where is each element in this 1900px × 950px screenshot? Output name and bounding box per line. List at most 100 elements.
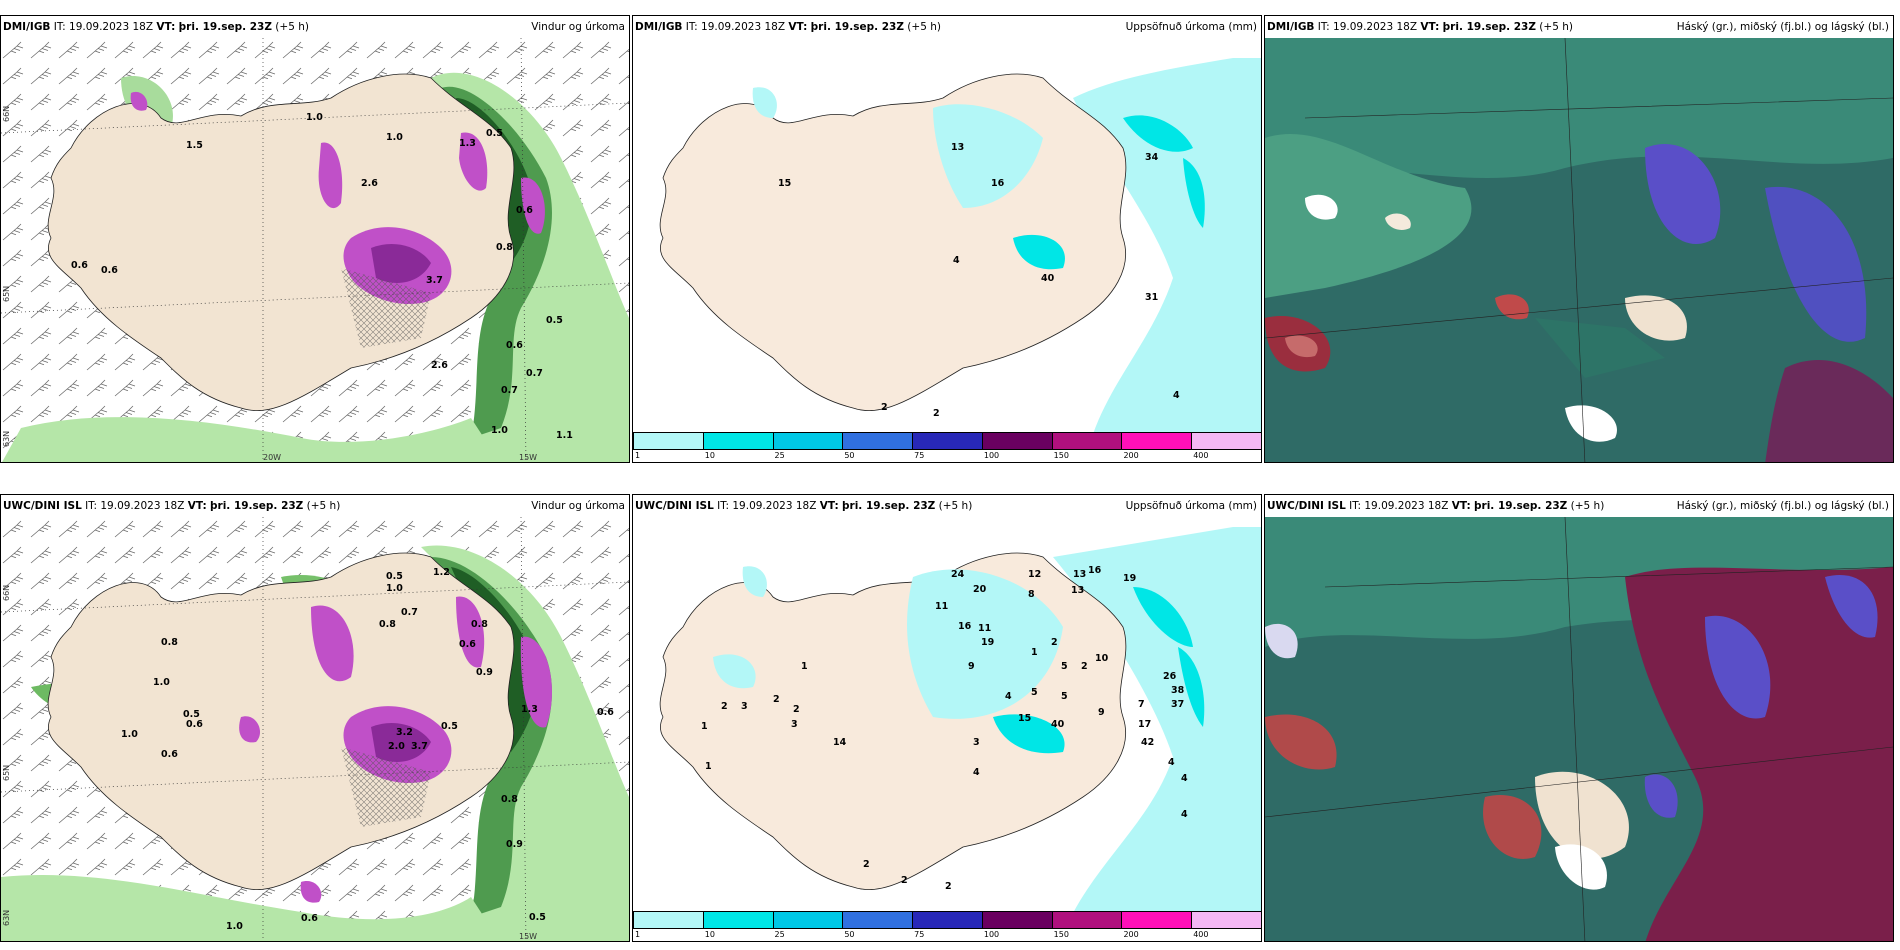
- precip-label: 3.7: [426, 275, 443, 286]
- precip-label: 0.8: [379, 619, 396, 630]
- precip-label: 2.0: [388, 741, 405, 752]
- precip-label: 0.8: [161, 637, 178, 648]
- lon-label-15w: 15W: [519, 453, 537, 462]
- accum-label: 11: [935, 601, 948, 612]
- panel-accum-precip-uwc: UWC/DINI ISL IT: 19.09.2023 18Z VT: þri.…: [632, 494, 1262, 942]
- precip-label: 0.8: [496, 242, 513, 253]
- valid-label: VT:: [788, 21, 808, 33]
- precip-label: 1.5: [186, 140, 203, 151]
- init-label: IT:: [53, 21, 66, 33]
- accum-label: 1: [701, 721, 708, 732]
- precip-label: 3.2: [396, 727, 413, 738]
- lat-label-63n: 63N: [2, 910, 11, 926]
- colorbar-segment: [842, 432, 914, 450]
- valid-time: þri. 19.sep. 23Z: [1474, 500, 1568, 512]
- accum-label: 2: [773, 694, 780, 705]
- accum-label: 4: [1173, 390, 1180, 401]
- precip-label: 0.5: [546, 315, 563, 326]
- init-time: 19.09.2023 18Z: [1333, 21, 1418, 33]
- precip-label: 0.5: [486, 128, 503, 139]
- accum-label: 13: [951, 142, 964, 153]
- precip-label: 2.6: [361, 178, 378, 189]
- colorbar-segment: [1121, 432, 1193, 450]
- colorbar-label: 10: [704, 930, 715, 939]
- precip-label: 0.6: [186, 719, 203, 730]
- accum-label: 16: [1088, 565, 1102, 576]
- precip-label: 2.6: [431, 360, 448, 371]
- panel-title: Vindur og úrkoma: [531, 21, 625, 33]
- colorbar-label: 400: [1193, 451, 1209, 460]
- accum-label: 4: [973, 767, 980, 778]
- accum-label: 37: [1171, 699, 1184, 710]
- precip-label: 0.6: [597, 707, 614, 718]
- model-name: UWC/DINI ISL: [3, 500, 82, 512]
- init-time: 19.09.2023 18Z: [701, 21, 786, 33]
- colorbar-segment: [702, 432, 774, 450]
- precip-labels: 1.0 1.0 0.5 0.6 1.3 3.7 0.8 0.5 0.6 0.7 …: [71, 112, 573, 441]
- accum-label: 4: [1005, 691, 1012, 702]
- model-name: DMI/IGB: [635, 21, 683, 33]
- precip-label: 0.8: [471, 619, 488, 630]
- valid-label: VT:: [819, 500, 839, 512]
- model-name: UWC/DINI ISL: [635, 500, 714, 512]
- panel-header: UWC/DINI ISL IT: 19.09.2023 18Z VT: þri.…: [1265, 495, 1893, 517]
- colorbar-segment: [772, 432, 844, 450]
- init-label: IT:: [1349, 500, 1362, 512]
- colorbar-label: 150: [1053, 451, 1069, 460]
- colorbar-segment: [981, 911, 1053, 929]
- precip-label: 0.6: [506, 340, 523, 351]
- accum-label: 7: [1138, 699, 1145, 710]
- valid-label: VT:: [1420, 21, 1440, 33]
- accum-label: 16: [991, 178, 1005, 189]
- colorbar-segment: [702, 911, 774, 929]
- lat-label-66n: 66N: [2, 585, 11, 601]
- init-time: 19.09.2023 18Z: [100, 500, 185, 512]
- colorbar-label: 50: [844, 930, 855, 939]
- colorbar-segment: [633, 432, 704, 450]
- accum-labels: 13 16 34 4 40 31 4 2 2 15: [778, 142, 1180, 419]
- colorbar-segment: [981, 432, 1053, 450]
- accum-label: 8: [1028, 589, 1035, 600]
- precip-label: 0.7: [401, 607, 418, 618]
- colorbar-segment: [912, 911, 983, 929]
- colorbar-segment: [912, 432, 983, 450]
- init-label: IT:: [717, 500, 730, 512]
- precip-label: 3.7: [411, 741, 428, 752]
- precip-label: 0.6: [301, 913, 318, 924]
- map-area: [1265, 517, 1893, 941]
- colorbar-segment: [842, 911, 914, 929]
- precip-label: 0.9: [506, 839, 523, 850]
- colorbar-segment: [772, 911, 844, 929]
- lat-label-63n: 63N: [2, 431, 11, 447]
- colorbar-segment: [1121, 911, 1193, 929]
- lat-label-65n: 65N: [2, 765, 11, 781]
- panel-header: DMI/IGB IT: 19.09.2023 18Z VT: þri. 19.s…: [1265, 16, 1893, 38]
- accum-label: 15: [1018, 713, 1031, 724]
- valid-time: þri. 19.sep. 23Z: [178, 21, 272, 33]
- precip-label: 1.2: [433, 567, 450, 578]
- colorbar-label: 100: [983, 930, 1000, 939]
- precip-label: 0.9: [476, 667, 493, 678]
- init-label: IT:: [85, 500, 98, 512]
- accum-label: 19: [1123, 573, 1136, 584]
- accum-label: 2: [945, 881, 952, 892]
- precip-label: 1.0: [121, 729, 138, 740]
- model-name: DMI/IGB: [1267, 21, 1315, 33]
- lead-time: (+5 h): [1539, 21, 1573, 33]
- panel-title: Háský (gr.), miðský (fj.bl.) og lágský (…: [1676, 21, 1889, 33]
- accum-label: 16: [958, 621, 972, 632]
- lon-label-20w: 20W: [263, 453, 281, 462]
- panel-header: DMI/IGB IT: 19.09.2023 18Z VT: þri. 19.s…: [1, 16, 629, 38]
- heavy-precip: [239, 596, 552, 903]
- accum-label: 38: [1171, 685, 1185, 696]
- init-time: 19.09.2023 18Z: [732, 500, 817, 512]
- colorbar-label: 1: [635, 451, 641, 460]
- panel-title: Háský (gr.), miðský (fj.bl.) og lágský (…: [1676, 500, 1889, 512]
- accum-label: 40: [1041, 273, 1055, 284]
- init-time: 19.09.2023 18Z: [69, 21, 154, 33]
- accum-label: 4: [1168, 757, 1175, 768]
- panel-header: DMI/IGB IT: 19.09.2023 18Z VT: þri. 19.s…: [633, 16, 1261, 38]
- valid-label: VT:: [187, 500, 207, 512]
- valid-time: þri. 19.sep. 23Z: [810, 21, 904, 33]
- valid-time: þri. 19.sep. 23Z: [210, 500, 304, 512]
